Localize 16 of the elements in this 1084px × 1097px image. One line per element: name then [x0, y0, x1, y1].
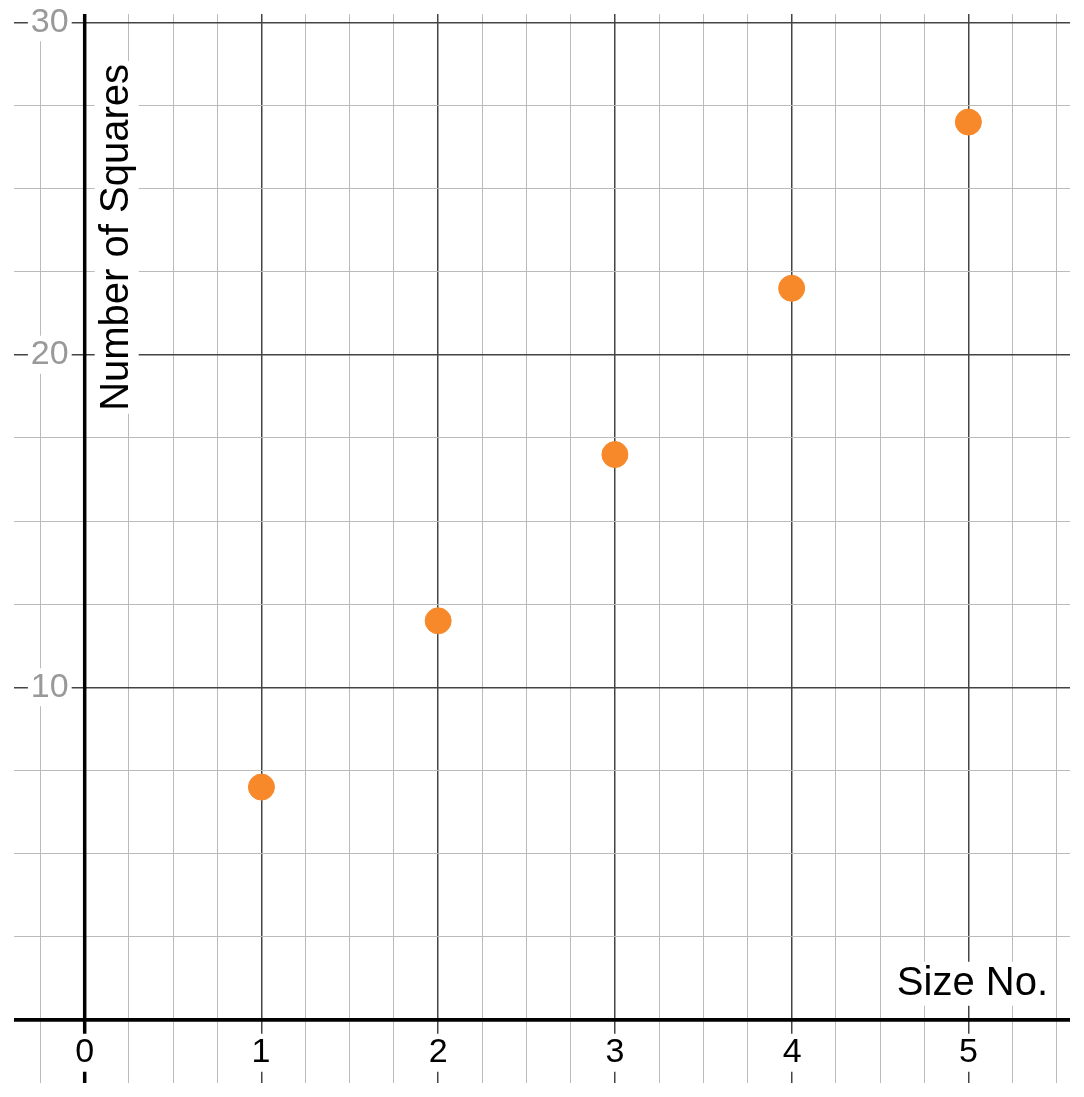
point [954, 108, 982, 136]
x-tick-label: 2 [428, 1031, 448, 1070]
point [247, 773, 275, 801]
x-tick-label: 5 [958, 1031, 978, 1070]
y-tick-label: 30 [30, 0, 69, 39]
y-tick-label: 10 [30, 665, 69, 704]
x-tick-label: 1 [251, 1031, 271, 1070]
x-tick-label: 0 [75, 1031, 95, 1070]
point [424, 607, 452, 635]
y-axis-title: Number of Squares [91, 64, 136, 411]
x-tick-label: 3 [605, 1031, 625, 1070]
x-axis-title: Size No. [896, 958, 1048, 1003]
point [601, 441, 629, 469]
point [778, 274, 806, 302]
x-tick-label: 4 [782, 1031, 802, 1070]
y-tick-label: 20 [30, 333, 69, 372]
